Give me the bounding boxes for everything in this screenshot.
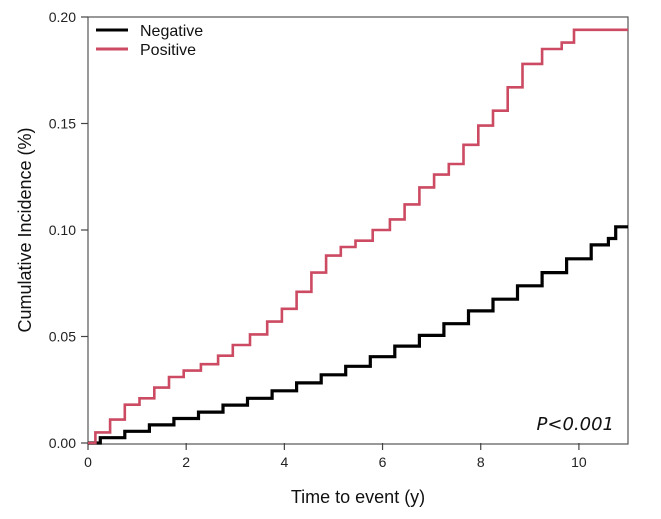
y-axis: 0.00 0.05 0.10 0.15 0.20 bbox=[49, 9, 88, 451]
p-value-annotation: P<0.001 bbox=[537, 414, 614, 435]
y-tick-label: 0.05 bbox=[49, 329, 76, 345]
x-tick-label: 10 bbox=[571, 454, 587, 470]
legend: Negative Positive bbox=[96, 23, 203, 59]
y-tick-label: 0.15 bbox=[49, 116, 76, 132]
y-tick-label: 0.00 bbox=[49, 435, 76, 451]
legend-label-positive: Positive bbox=[140, 42, 196, 59]
y-tick-label: 0.10 bbox=[49, 222, 76, 238]
series-line-positive bbox=[88, 28, 628, 445]
series-line-negative bbox=[88, 225, 628, 445]
x-tick-label: 8 bbox=[477, 454, 485, 470]
legend-label-negative: Negative bbox=[140, 23, 203, 40]
series-layer bbox=[88, 28, 628, 445]
y-axis-title: Cumulative Incidence (%) bbox=[15, 127, 35, 332]
x-tick-label: 2 bbox=[182, 454, 190, 470]
x-tick-label: 0 bbox=[84, 454, 92, 470]
x-axis: 0 2 4 6 8 10 bbox=[84, 443, 587, 470]
y-tick-label: 0.20 bbox=[49, 9, 76, 25]
x-tick-label: 6 bbox=[379, 454, 387, 470]
x-axis-title: Time to event (y) bbox=[291, 487, 425, 507]
x-tick-label: 4 bbox=[280, 454, 288, 470]
